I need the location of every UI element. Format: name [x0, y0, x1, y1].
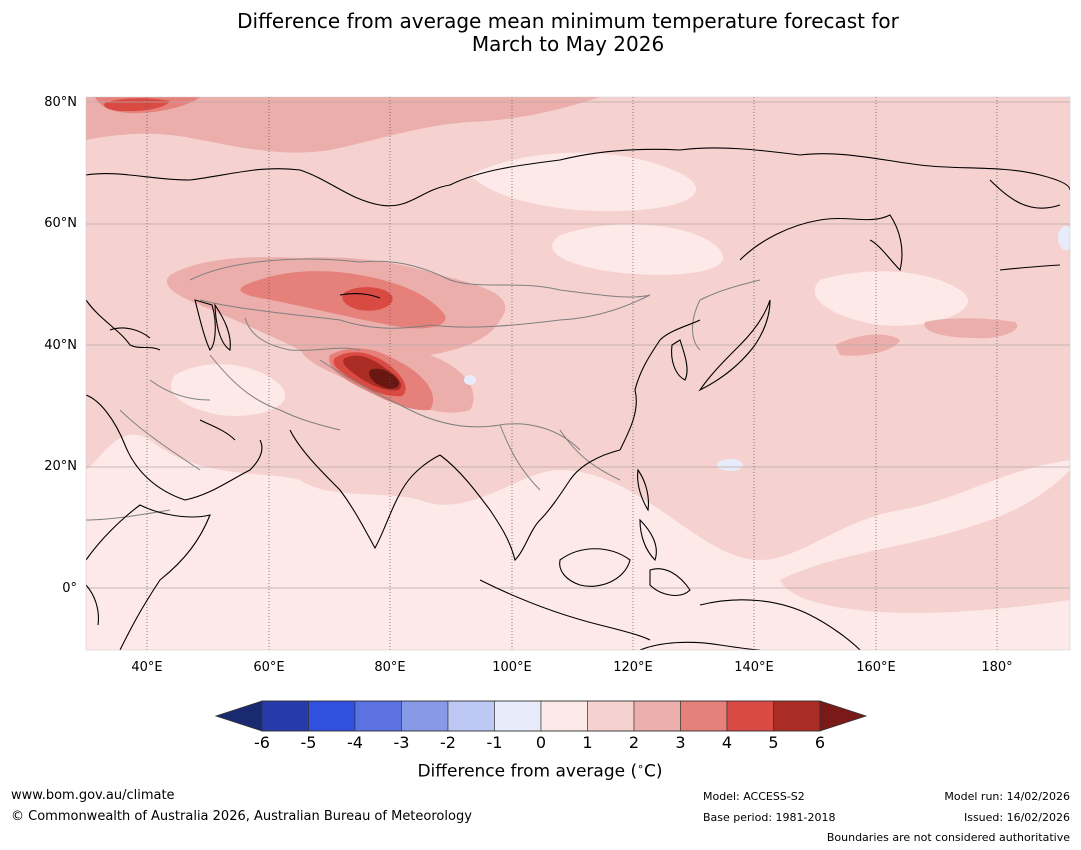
colorbar-cell [401, 700, 449, 732]
colorbar-cell [261, 700, 309, 732]
anomaly-band-2-3-arctic [86, 97, 600, 153]
colorbar-extend-high [819, 700, 868, 732]
colorbar-tick: 0 [535, 733, 547, 752]
colorbar-tick: -2 [440, 733, 456, 752]
colorbar-cell [773, 700, 821, 732]
colorbar-tick: 1 [582, 733, 593, 752]
anomaly-patch-0-1-mongolia [552, 224, 724, 275]
colorbar-cell [587, 700, 635, 732]
colorbar [214, 700, 868, 732]
footer-disclaimer: Boundaries are not considered authoritat… [826, 831, 1070, 844]
colorbar-label-text: Difference from average ( [417, 761, 638, 782]
colorbar-tick: -6 [254, 733, 270, 752]
lon-label-100e: 100°E [492, 660, 532, 675]
colorbar-tick: 6 [814, 733, 826, 752]
map-title: Difference from average mean minimum tem… [0, 10, 1081, 56]
lon-label-160e: 160°E [856, 660, 896, 675]
footer-copyright: © Commonwealth of Australia 2026, Austra… [11, 809, 472, 824]
lon-label-120e: 120°E [613, 660, 653, 675]
lat-label-40n: 40°N [44, 338, 77, 353]
colorbar-cell [494, 700, 542, 732]
country-boundaries [86, 258, 761, 521]
lon-label-60e: 60°E [253, 660, 285, 675]
colorbar-cell [308, 700, 356, 732]
colorbar-cell [680, 700, 728, 732]
colorbar-tick: -3 [393, 733, 410, 752]
colorbar-tick: -5 [300, 733, 317, 752]
map-area [86, 97, 1070, 650]
colorbar-label: Difference from average (∘C) [340, 760, 740, 782]
anomaly-band-1-2-north [86, 97, 1070, 560]
colorbar-cell [540, 700, 588, 732]
colorbar-extend-low [214, 700, 263, 732]
colorbar-label-degree: ∘ [637, 760, 644, 773]
colorbar-tick: -4 [347, 733, 363, 752]
footer-base-period: Base period: 1981-2018 [703, 811, 836, 824]
colorbar-cell [633, 700, 681, 732]
colorbar-frame [261, 700, 821, 732]
colorbar-tick: -1 [486, 733, 503, 752]
anomaly-band-6plus-tibet [369, 368, 400, 389]
lat-label-80n: 80°N [44, 95, 77, 110]
anomaly-patch-negative-tibet [464, 375, 476, 385]
footer-website: www.bom.gov.au/climate [11, 788, 175, 803]
colorbar-tick: 4 [721, 733, 733, 752]
lon-label-80e: 80°E [374, 660, 406, 675]
latitude-gridlines [86, 101, 1070, 589]
colorbar-label-unit: C) [644, 761, 663, 782]
anomaly-band-1-2-pacific [780, 470, 1070, 613]
anomaly-patch-negative-pacific [717, 459, 743, 471]
footer-model-run: Model run: 14/02/2026 [944, 790, 1070, 803]
lon-label-40e: 40°E [131, 660, 163, 675]
colorbar-tick: 2 [628, 733, 640, 752]
lat-label-20n: 20°N [44, 459, 77, 474]
colorbar-cell [354, 700, 402, 732]
longitude-gridlines [146, 97, 998, 650]
footer-model: Model: ACCESS-S2 [703, 790, 805, 803]
anomaly-band-4-5-arctic [104, 98, 170, 112]
title-line-2: March to May 2026 [471, 32, 665, 56]
anomaly-patch-0-1-kamchatka [814, 271, 969, 326]
colorbar-tick: 3 [675, 733, 686, 752]
anomaly-patch-negative-bering [1058, 226, 1070, 250]
colorbar-tick: 5 [768, 733, 779, 752]
lat-label-60n: 60°N [44, 216, 77, 231]
anomaly-band-2-3-north-pacific [924, 318, 1018, 339]
lat-label-0: 0° [62, 581, 77, 596]
colorbar-cell [447, 700, 495, 732]
lon-label-140e: 140°E [734, 660, 774, 675]
anomaly-patch-0-1-siberia [470, 152, 697, 212]
colorbar-cell [726, 700, 774, 732]
coastlines [86, 147, 1070, 650]
anomaly-patch-0-1-arabia [171, 364, 286, 416]
title-line-1: Difference from average mean minimum tem… [237, 9, 899, 33]
footer-issued: Issued: 16/02/2026 [963, 811, 1070, 824]
map-frame [85, 96, 1071, 651]
lon-label-180: 180° [981, 660, 1013, 675]
